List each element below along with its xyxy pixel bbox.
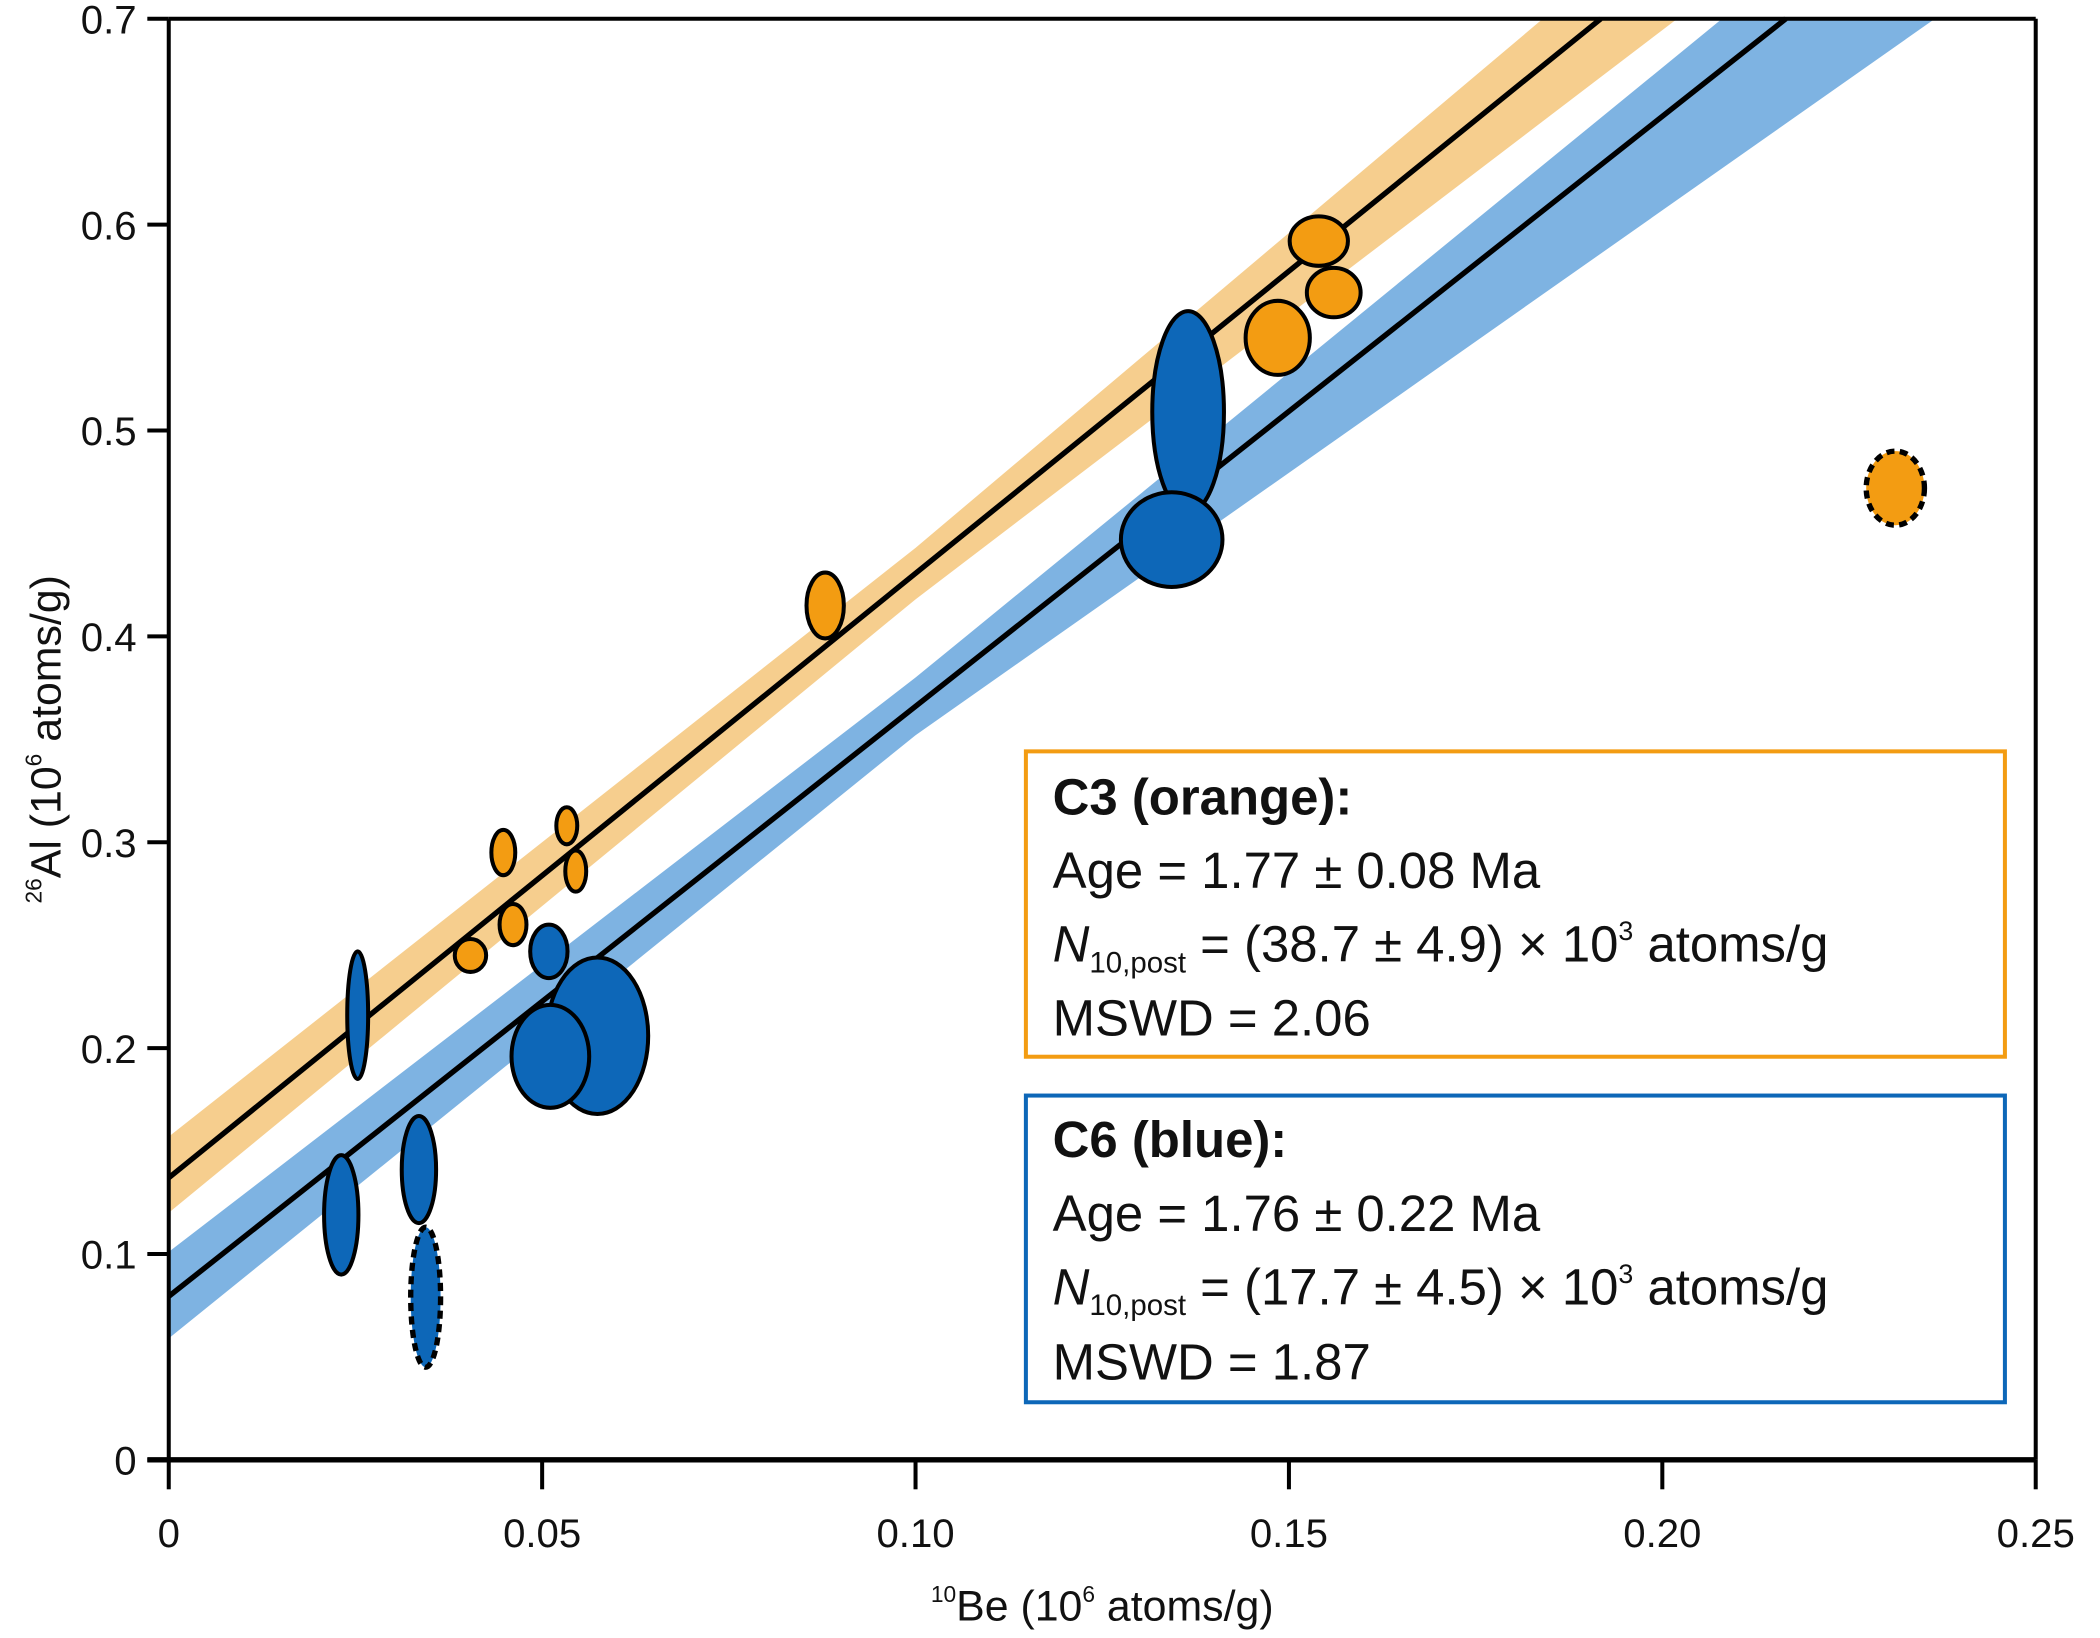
- y-tick-label: 0.6: [81, 203, 137, 248]
- x-tick-label: 0.15: [1250, 1511, 1328, 1556]
- legend-c6-n: N10,post = (17.7 ± 4.5) × 103 atoms/g: [1053, 1258, 1829, 1322]
- data-ellipse: [1287, 214, 1350, 268]
- data-ellipse: [554, 805, 580, 847]
- fit-lines: [167, 16, 1788, 1299]
- legend-c6-title: C6 (blue):: [1053, 1111, 1288, 1168]
- outlier-ellipse: [408, 1224, 444, 1370]
- y-axis-label: 26Al (106 atoms/g): [21, 575, 71, 903]
- data-ellipse: [1118, 490, 1225, 589]
- y-tick-label: 0.2: [81, 1027, 137, 1072]
- data-ellipse: [804, 570, 846, 641]
- legend-c3-box: [1023, 749, 2007, 1059]
- x-tick-label: 0.05: [503, 1511, 581, 1556]
- data-ellipse: [399, 1114, 439, 1226]
- data-ellipse: [489, 827, 518, 878]
- legend-c6-mswd: MSWD = 1.87: [1053, 1333, 1371, 1390]
- axes: [147, 16, 2038, 1463]
- legend-c3-title: C3 (orange):: [1053, 768, 1353, 825]
- y-tick-label: 0.5: [81, 409, 137, 454]
- data-ellipse: [345, 949, 371, 1082]
- data-ellipse: [509, 1002, 592, 1110]
- legend-c3-mswd: MSWD = 2.06: [1053, 989, 1371, 1046]
- y-tick-label: 0.7: [81, 0, 137, 43]
- data-ellipse: [497, 901, 529, 948]
- y-tick-label: 0.1: [81, 1233, 137, 1278]
- data-ellipse: [528, 922, 570, 981]
- data-ellipse: [452, 936, 489, 974]
- x-tick-label: 0.10: [876, 1511, 954, 1556]
- x-tick-label: 0.20: [1623, 1511, 1701, 1556]
- legend-c3: C3 (orange): Age = 1.77 ± 0.08 Ma N10,po…: [1023, 749, 2007, 1059]
- outlier-ellipse: [1863, 448, 1928, 528]
- legend-c6-box: [1023, 1093, 2007, 1405]
- legend-c3-age: Age = 1.77 ± 0.08 Ma: [1053, 842, 1541, 899]
- legend-c3-n: N10,post = (38.7 ± 4.9) × 103 atoms/g: [1053, 916, 1829, 980]
- data-ellipse: [322, 1153, 361, 1277]
- data-ellipse: [1150, 309, 1226, 515]
- legend-c6: C6 (blue): Age = 1.76 ± 0.22 Ma N10,post…: [1023, 1093, 2007, 1405]
- data-ellipses: [322, 214, 1928, 1370]
- y-tick-label: 0: [114, 1439, 136, 1484]
- x-tick-label: 0: [158, 1511, 180, 1556]
- x-tick-label: 0.25: [1997, 1511, 2075, 1556]
- data-ellipse: [563, 848, 589, 894]
- y-tick-label: 0.3: [81, 821, 137, 866]
- legend-c6-age: Age = 1.76 ± 0.22 Ma: [1053, 1185, 1541, 1242]
- data-ellipse: [1243, 298, 1312, 377]
- fit-line-c3: [167, 16, 1603, 1180]
- fit-line-c6: [167, 16, 1788, 1299]
- ticks: 0 0.05 0.10 0.15 0.20 0.25 0 0.1 0.2 0.3 0.4 0.5 0.6…: [81, 0, 2075, 1556]
- data-ellipse: [1304, 265, 1363, 320]
- y-tick-label: 0.4: [81, 615, 137, 660]
- x-axis-label: 10Be (106 atoms/g): [931, 1581, 1274, 1631]
